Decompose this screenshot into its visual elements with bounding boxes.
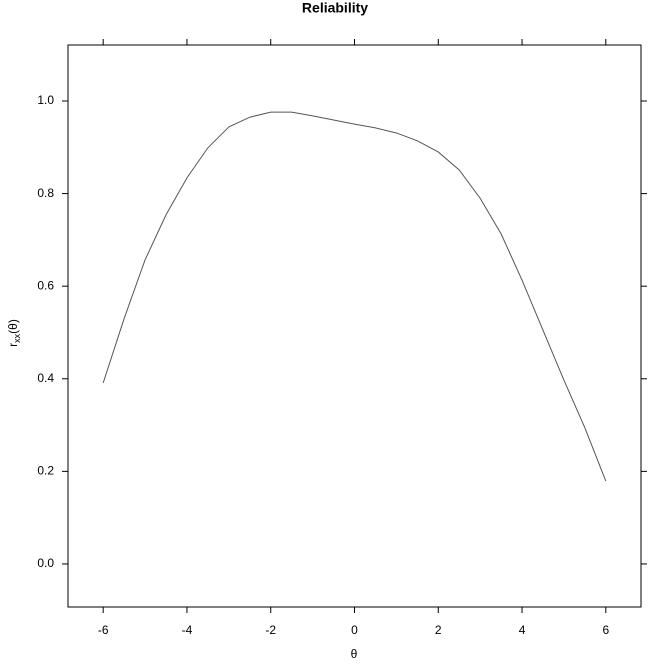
plot-frame (67, 44, 642, 608)
x-tick-label: -6 (98, 623, 109, 637)
x-tick-label: 0 (351, 623, 358, 637)
x-tick-label: 2 (435, 623, 442, 637)
y-label-base: r (6, 343, 20, 347)
x-tick-label: 4 (519, 623, 526, 637)
x-tick-label: -4 (182, 623, 193, 637)
x-axis-label: θ (351, 647, 358, 661)
y-tick-label: 1.0 (37, 93, 54, 107)
x-tick-label: -2 (265, 623, 276, 637)
line (102, 111, 607, 482)
y-label-rest: (θ) (6, 319, 20, 334)
y-tick-label: 0.0 (37, 556, 54, 570)
y-tick-label: 0.8 (37, 186, 54, 200)
chart-title: Reliability (302, 0, 368, 16)
y-tick-label: 0.4 (37, 371, 54, 385)
y-tick-label: 0.6 (37, 278, 54, 292)
x-tick-label: 6 (602, 623, 609, 637)
y-axis-label: rxx(θ) (6, 319, 22, 347)
y-tick-label: 0.2 (37, 464, 54, 478)
y-label-sub: xx (12, 333, 22, 343)
